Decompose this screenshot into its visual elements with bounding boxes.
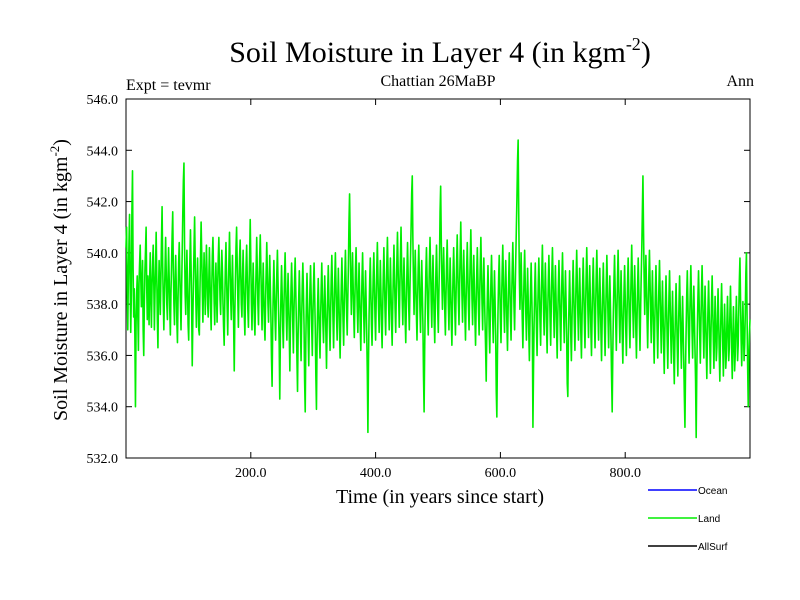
y-tick-label: 534.0 [87, 401, 119, 416]
y-tick-label: 544.0 [87, 144, 119, 159]
experiment-label: Expt = tevmr [126, 77, 211, 94]
legend-label-allsurf: AllSurf [698, 542, 728, 553]
legend-label-ocean: Ocean [698, 486, 727, 497]
y-tick-label: 538.0 [87, 298, 119, 313]
chart-title: Soil Moisture in Layer 4 (in kgm-2) [229, 34, 651, 69]
legend-label-land: Land [698, 514, 720, 525]
y-axis: 532.0 534.0 536.0 538.0 540.0 542.0 544.0 546.0 [87, 93, 750, 467]
y-axis-label: Soil Moisture in Layer 4 (in kgm-2) [47, 139, 72, 421]
y-tick-label: 536.0 [87, 349, 119, 364]
x-axis-label: Time (in years since start) [336, 486, 544, 508]
x-axis: 200.0 400.0 600.0 800.0 [235, 99, 641, 481]
y-tick-label: 542.0 [87, 196, 119, 211]
y-tick-label: 546.0 [87, 93, 119, 108]
x-tick-label: 200.0 [235, 466, 267, 481]
season-label: Ann [726, 73, 754, 90]
x-tick-label: 600.0 [485, 466, 517, 481]
land-series-line [125, 139, 751, 439]
x-tick-label: 800.0 [609, 466, 641, 481]
y-tick-label: 540.0 [87, 247, 119, 262]
y-tick-label: 532.0 [87, 452, 119, 467]
period-label: Chattian 26MaBP [380, 73, 495, 90]
x-tick-label: 400.0 [360, 466, 392, 481]
legend: Ocean Land AllSurf [648, 486, 728, 553]
plot-frame [125, 98, 751, 459]
